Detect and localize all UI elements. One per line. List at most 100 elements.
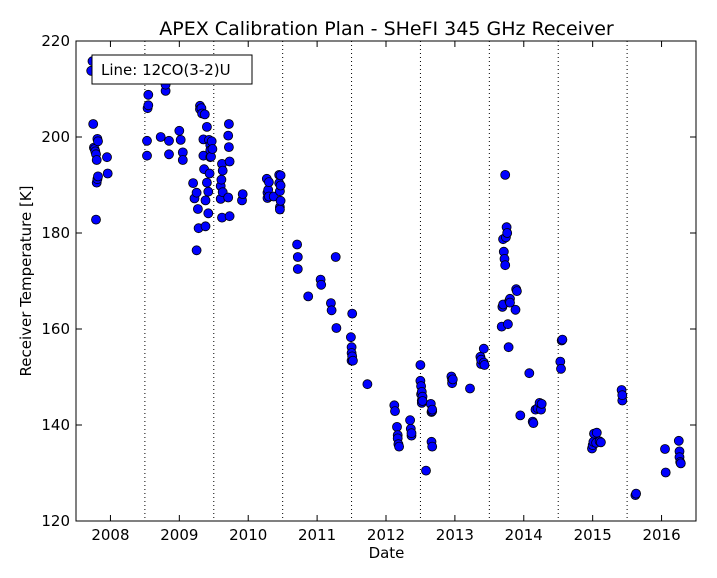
data-point [143, 89, 154, 100]
data-point [292, 252, 303, 262]
data-point [237, 189, 248, 200]
data-point [596, 437, 606, 448]
data-point [316, 279, 327, 290]
plot-area [76, 41, 696, 521]
data-point [502, 228, 513, 238]
data-point [174, 125, 185, 136]
vertical-reference-lines [144, 41, 628, 521]
data-point [347, 308, 358, 319]
data-point [216, 174, 227, 185]
legend-text: Line: 12CO(3-2)U [101, 61, 231, 79]
data-point [175, 134, 186, 145]
data-point [275, 170, 286, 181]
data-point [204, 168, 215, 179]
data-point [200, 195, 211, 206]
data-point [478, 343, 489, 354]
data-point [88, 119, 99, 129]
data-point [201, 122, 212, 132]
data-point [191, 187, 202, 198]
data-point [223, 130, 234, 141]
x-tick-label: 2013 [436, 526, 474, 544]
data-point [417, 396, 428, 406]
data-point [201, 177, 212, 188]
data-point [275, 180, 286, 191]
data-point [536, 398, 547, 409]
x-tick-label: 2012 [367, 526, 405, 544]
data-point [675, 458, 686, 469]
data-point [394, 441, 405, 452]
data-point [330, 252, 341, 262]
data-point [275, 195, 286, 206]
data-point [142, 135, 152, 146]
data-point [303, 291, 314, 302]
data-point [155, 132, 166, 142]
data-point [326, 305, 337, 316]
data-point [203, 208, 214, 219]
y-tick-label: 220 [41, 32, 70, 50]
data-point [415, 360, 426, 370]
data-point [274, 204, 285, 215]
data-point [503, 342, 514, 353]
y-tick-label: 200 [41, 128, 70, 146]
chart-title: APEX Calibration Plan - SHeFI 345 GHz Re… [159, 18, 614, 40]
data-point [224, 156, 235, 167]
data-point [617, 390, 628, 401]
plot-background [76, 41, 696, 521]
data-point [200, 221, 211, 232]
data-point [331, 323, 342, 333]
data-point [557, 334, 568, 345]
data-point [510, 304, 521, 315]
data-point [362, 379, 373, 390]
data-point [224, 211, 235, 222]
data-point [405, 415, 416, 426]
data-point [347, 355, 358, 366]
y-tick-label: 140 [41, 416, 70, 434]
data-point [217, 165, 228, 176]
data-point [421, 465, 431, 476]
data-point [447, 374, 458, 385]
data-point [164, 135, 174, 146]
x-tick-label: 2016 [642, 526, 680, 544]
data-point [102, 152, 112, 163]
data-point [93, 136, 103, 147]
x-tick-label: 2009 [160, 526, 198, 544]
data-point [631, 488, 641, 499]
data-point [500, 169, 511, 180]
data-point [512, 286, 522, 297]
data-point [91, 155, 102, 165]
x-tick-label: 2011 [298, 526, 336, 544]
data-point [556, 363, 566, 374]
data-point [390, 406, 400, 417]
axes: 2008 2009 2010 2011 2012 2013 2014 2015 2016 120 1… [41, 32, 697, 544]
data-point [177, 155, 188, 165]
y-tick-label: 120 [41, 512, 70, 530]
data-point [524, 368, 535, 379]
data-point [93, 171, 103, 182]
data-point [479, 360, 490, 370]
data-point [223, 119, 234, 129]
data-point [427, 441, 438, 452]
y-tick-label: 160 [41, 320, 70, 338]
data-point [673, 435, 684, 446]
data-point [188, 178, 199, 189]
y-axis-label: Receiver Temperature [K] [17, 186, 35, 377]
data-point [505, 297, 515, 308]
legend: Line: 12CO(3-2)U [91, 54, 253, 85]
data-point [345, 332, 356, 343]
x-axis-label: Date [369, 544, 405, 562]
data-point [500, 260, 511, 271]
x-tick-label: 2008 [91, 526, 129, 544]
data-point [223, 192, 234, 203]
data-point [263, 177, 274, 188]
legend-box [91, 54, 253, 85]
data-point [502, 319, 513, 330]
data-point [192, 204, 203, 214]
data-points [86, 56, 686, 501]
data-point [91, 214, 101, 225]
data-point [268, 191, 279, 202]
x-tick-label: 2010 [229, 526, 267, 544]
x-tick-label: 2014 [505, 526, 543, 544]
data-point [191, 245, 202, 256]
data-point [292, 264, 303, 274]
data-point [142, 150, 152, 161]
